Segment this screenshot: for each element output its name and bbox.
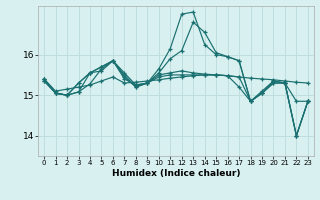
X-axis label: Humidex (Indice chaleur): Humidex (Indice chaleur) — [112, 169, 240, 178]
